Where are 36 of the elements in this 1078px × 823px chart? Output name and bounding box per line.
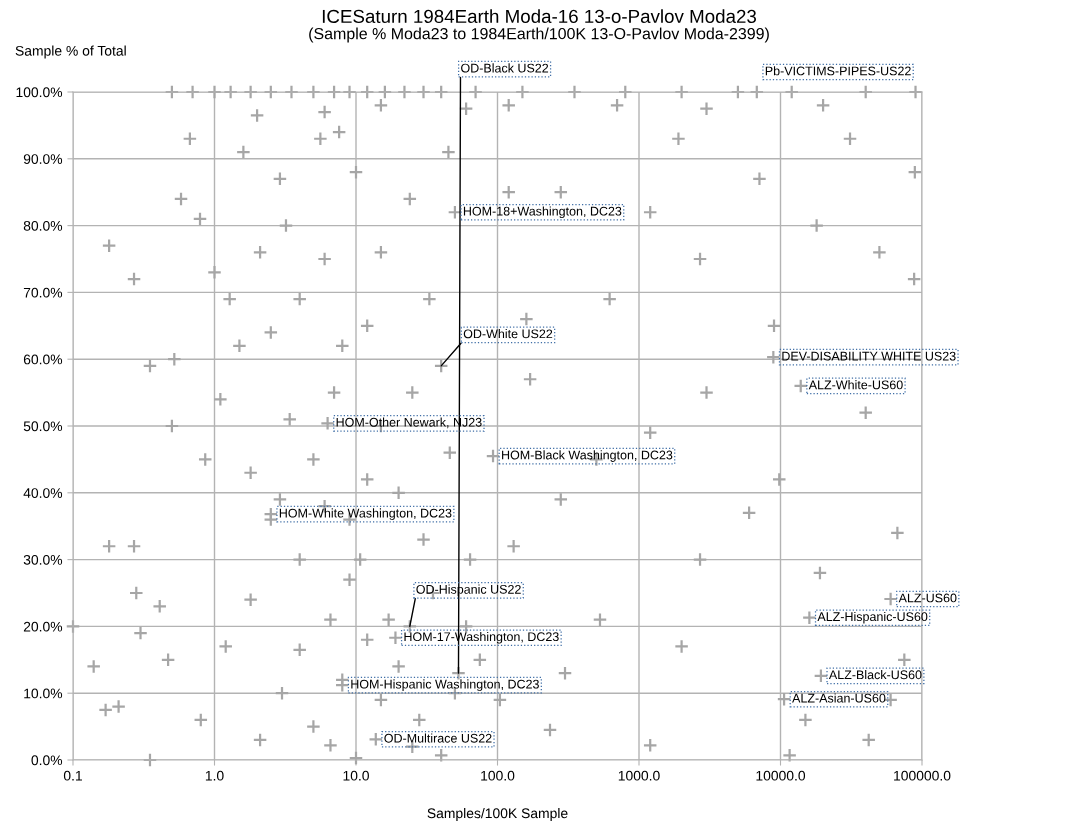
- y-axis-title: Sample % of Total: [15, 45, 126, 59]
- annotation: Pb-VICTIMS-PIPES-US22: [765, 66, 911, 76]
- x-tick-label: 1000.0: [618, 770, 660, 781]
- y-tick-label: 50.0%: [23, 421, 63, 432]
- y-tick-label: 10.0%: [24, 688, 63, 699]
- y-tick-label: 70.0%: [23, 287, 63, 298]
- annotation: DEV-DISABILITY WHITE US23: [782, 351, 956, 361]
- annotation: HOM-Black Washington, DC23: [502, 450, 673, 462]
- y-tick-label: 80.0%: [23, 220, 63, 231]
- annotation: ALZ-Black-US60: [828, 670, 922, 680]
- chart-title: ICESaturn 1984Earth Moda-16 13-o-Pavlov Moda23: [322, 9, 757, 24]
- y-tick-label: 100.0%: [16, 87, 63, 98]
- annotation: OD-Multirace US22: [384, 733, 492, 743]
- y-tick-label: 90.0%: [23, 154, 63, 164]
- annotation: ALZ-Asian-US60: [792, 693, 886, 703]
- y-tick-label: 30.0%: [23, 554, 63, 565]
- y-tick-label: 20.0%: [23, 621, 63, 632]
- x-tick-label: 10000.0: [756, 770, 806, 781]
- x-tick-label: 10.0: [343, 770, 369, 781]
- y-tick-label: 40.0%: [23, 488, 63, 498]
- annotation: HOM-18+Washington, DC23: [463, 206, 622, 219]
- annotation: ALZ-US60: [898, 593, 957, 603]
- x-tick-label: 100.0: [481, 770, 515, 781]
- x-tick-label: 100000.0: [894, 770, 951, 781]
- chart-subtitle: (Sample % Moda23 to 1984Earth/100K 13-O-Pavlov Moda-2399): [309, 27, 769, 43]
- annotation: ALZ-White-US60: [808, 380, 903, 390]
- x-tick-label: 0.1: [63, 770, 82, 781]
- annotation: ALZ-Hispanic-US60: [817, 611, 928, 624]
- x-axis-title: Samples/100K Sample: [427, 808, 568, 821]
- annotation: OD-White US22: [463, 329, 553, 339]
- x-tick-label: 1.0: [205, 770, 224, 781]
- annotation: OD-Black US22: [461, 63, 549, 73]
- annotation: HOM-Hispanic Washington, DC23: [351, 679, 539, 692]
- y-tick-label: 60.0%: [23, 354, 63, 365]
- annotation: HOM-White Washington, DC23: [279, 508, 452, 520]
- y-tick-label: 0.0%: [31, 755, 63, 766]
